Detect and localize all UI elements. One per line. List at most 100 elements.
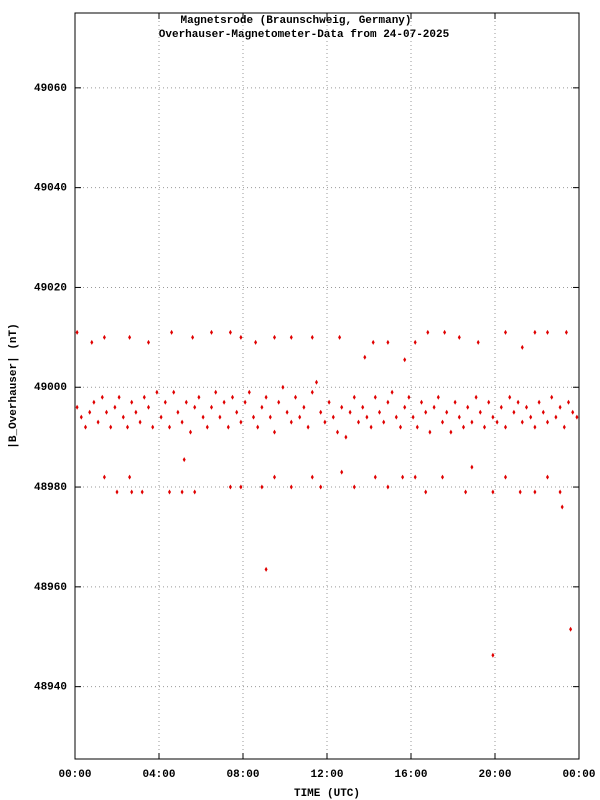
- data-point: [310, 334, 314, 340]
- data-point: [378, 409, 381, 415]
- data-point: [310, 474, 314, 480]
- data-point: [399, 424, 402, 430]
- data-point: [205, 424, 209, 430]
- data-point: [541, 409, 545, 415]
- data-point: [260, 484, 264, 490]
- data-point: [386, 399, 390, 405]
- data-point: [504, 474, 507, 480]
- data-point: [504, 424, 507, 430]
- data-point: [193, 489, 197, 495]
- data-point: [189, 429, 192, 435]
- data-point: [441, 474, 444, 480]
- data-point: [487, 399, 491, 405]
- data-point: [247, 389, 251, 395]
- data-point: [182, 457, 186, 463]
- data-point: [466, 404, 470, 410]
- data-point: [371, 339, 375, 345]
- data-point: [281, 384, 285, 390]
- data-point: [476, 339, 480, 345]
- y-tick-label: 49040: [34, 183, 67, 195]
- data-point: [537, 399, 541, 405]
- data-point: [277, 399, 281, 405]
- data-point: [302, 404, 306, 410]
- data-point: [268, 414, 272, 420]
- data-point: [226, 424, 230, 430]
- data-point: [426, 329, 430, 335]
- data-point: [386, 339, 390, 345]
- data-point: [105, 409, 108, 415]
- data-point: [134, 409, 138, 415]
- data-point: [191, 334, 195, 340]
- data-point: [128, 474, 132, 480]
- data-point: [571, 409, 575, 415]
- data-point: [357, 419, 360, 425]
- data-point: [239, 484, 243, 490]
- data-point: [252, 414, 255, 420]
- data-point: [138, 419, 142, 425]
- data-point: [424, 409, 428, 415]
- data-point: [352, 484, 356, 490]
- x-tick-label: 08:00: [226, 769, 259, 781]
- data-point: [445, 409, 449, 415]
- data-point: [235, 409, 239, 415]
- data-point: [432, 404, 436, 410]
- data-point: [462, 424, 465, 430]
- data-point: [373, 394, 377, 400]
- data-point: [168, 489, 171, 495]
- x-tick-label: 20:00: [478, 769, 511, 781]
- data-point: [533, 489, 537, 495]
- data-point: [180, 489, 184, 495]
- data-point: [516, 399, 520, 405]
- data-point: [159, 414, 163, 420]
- data-point: [197, 394, 201, 400]
- data-point: [428, 429, 432, 435]
- data-point: [180, 419, 184, 425]
- data-point: [327, 399, 331, 405]
- y-tick-label: 49060: [34, 83, 67, 95]
- data-point: [260, 404, 264, 410]
- data-point: [520, 419, 524, 425]
- data-point: [352, 394, 356, 400]
- data-point: [403, 404, 407, 410]
- data-point: [243, 399, 247, 405]
- y-tick-label: 49020: [34, 282, 67, 294]
- x-tick-label: 00:00: [562, 769, 595, 781]
- data-point: [88, 409, 92, 415]
- data-point: [79, 414, 83, 420]
- data-point: [130, 399, 134, 405]
- data-point: [239, 334, 243, 340]
- data-point: [569, 626, 573, 632]
- data-point: [449, 429, 453, 435]
- data-point: [130, 489, 134, 495]
- data-point: [470, 464, 474, 470]
- data-point: [508, 394, 512, 400]
- data-point: [413, 339, 417, 345]
- data-point: [575, 414, 579, 420]
- y-tick-label: 48980: [34, 482, 67, 494]
- data-point: [411, 414, 415, 420]
- data-point: [554, 414, 558, 420]
- x-axis-label: TIME (UTC): [294, 788, 360, 800]
- data-point: [210, 404, 213, 410]
- data-point: [504, 329, 507, 335]
- data-point: [491, 414, 495, 420]
- data-point: [407, 394, 411, 400]
- data-point: [424, 489, 428, 495]
- data-point: [348, 409, 352, 415]
- data-point: [228, 484, 232, 490]
- data-point: [495, 419, 499, 425]
- data-point: [92, 399, 96, 405]
- data-point: [546, 474, 549, 480]
- chart-subtitle: Overhauser-Magnetometer-Data from 24-07-…: [159, 29, 450, 41]
- data-point: [499, 404, 503, 410]
- data-point: [96, 419, 100, 425]
- data-point: [147, 404, 150, 410]
- data-point: [546, 329, 549, 335]
- data-point: [558, 489, 562, 495]
- data-point: [415, 424, 419, 430]
- x-tick-label: 12:00: [310, 769, 343, 781]
- data-point: [285, 409, 289, 415]
- data-point: [306, 424, 310, 430]
- data-point: [562, 424, 566, 430]
